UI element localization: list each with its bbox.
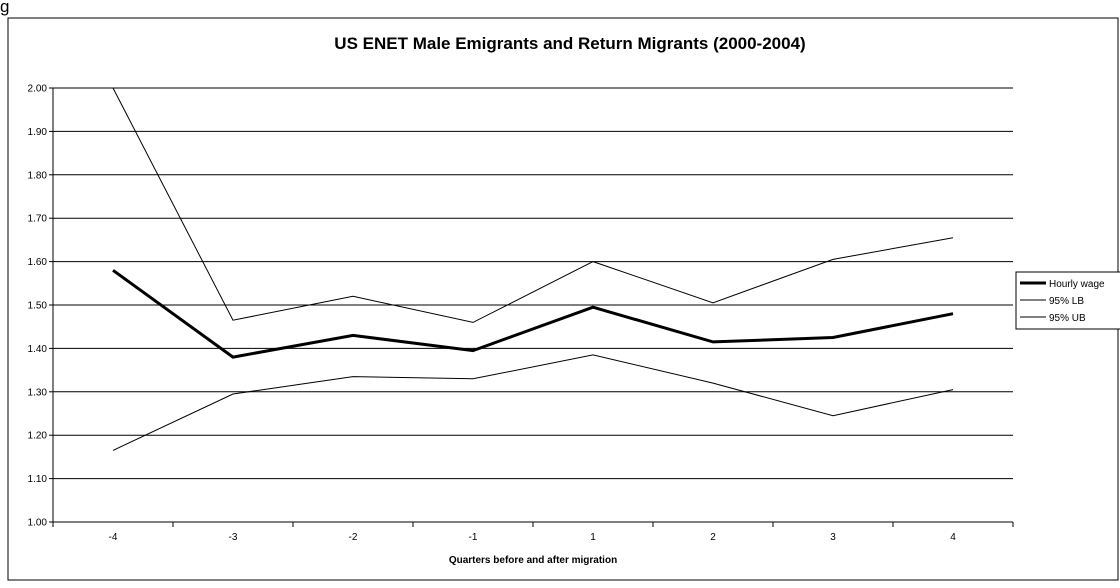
- y-tick-label: 1.70: [28, 214, 48, 225]
- plot-area: 1.00 1.10 1.20 1.30 1.40 1.50 1.60 1.70 1.80 1.90…: [28, 84, 1014, 543]
- x-axis-label: Quarters before and after migration: [449, 555, 617, 566]
- legend-label: Hourly wage: [1049, 279, 1105, 290]
- y-tick-label: 1.10: [28, 474, 48, 485]
- chart-area-border: [7, 17, 1119, 581]
- y-tick-label: 1.30: [28, 387, 48, 398]
- y-tick-label: 1.40: [28, 344, 48, 355]
- x-tick-label: 2: [710, 532, 716, 543]
- legend-label: 95% UB: [1049, 313, 1086, 324]
- x-tick-label: 3: [830, 532, 836, 543]
- figure-label: g: [0, 0, 9, 16]
- x-tick-label: -1: [469, 532, 478, 543]
- y-tick-label: 2.00: [28, 84, 48, 95]
- y-tick-label: 1.00: [28, 518, 48, 529]
- y-tick-label: 1.20: [28, 431, 48, 442]
- series-line-95-lb: [112, 354, 954, 451]
- x-tick-label: -3: [229, 532, 238, 543]
- x-tick-label: -4: [109, 532, 118, 543]
- y-tick-label: 1.90: [28, 127, 48, 138]
- legend-label: 95% LB: [1049, 296, 1084, 307]
- x-tick-label: 1: [590, 532, 596, 543]
- series-line-hourly-wage: [112, 269, 954, 359]
- legend: Hourly wage 95% LB 95% UB: [1015, 271, 1120, 330]
- y-tick-label: 1.80: [28, 170, 48, 181]
- x-tick-label: -2: [349, 532, 358, 543]
- x-tick-label: 4: [950, 532, 956, 543]
- y-tick-label: 1.50: [28, 301, 48, 312]
- chart-title: US ENET Male Emigrants and Return Migran…: [334, 34, 805, 53]
- series-line-95-ub: [112, 87, 954, 323]
- y-tick-label: 1.60: [28, 257, 48, 268]
